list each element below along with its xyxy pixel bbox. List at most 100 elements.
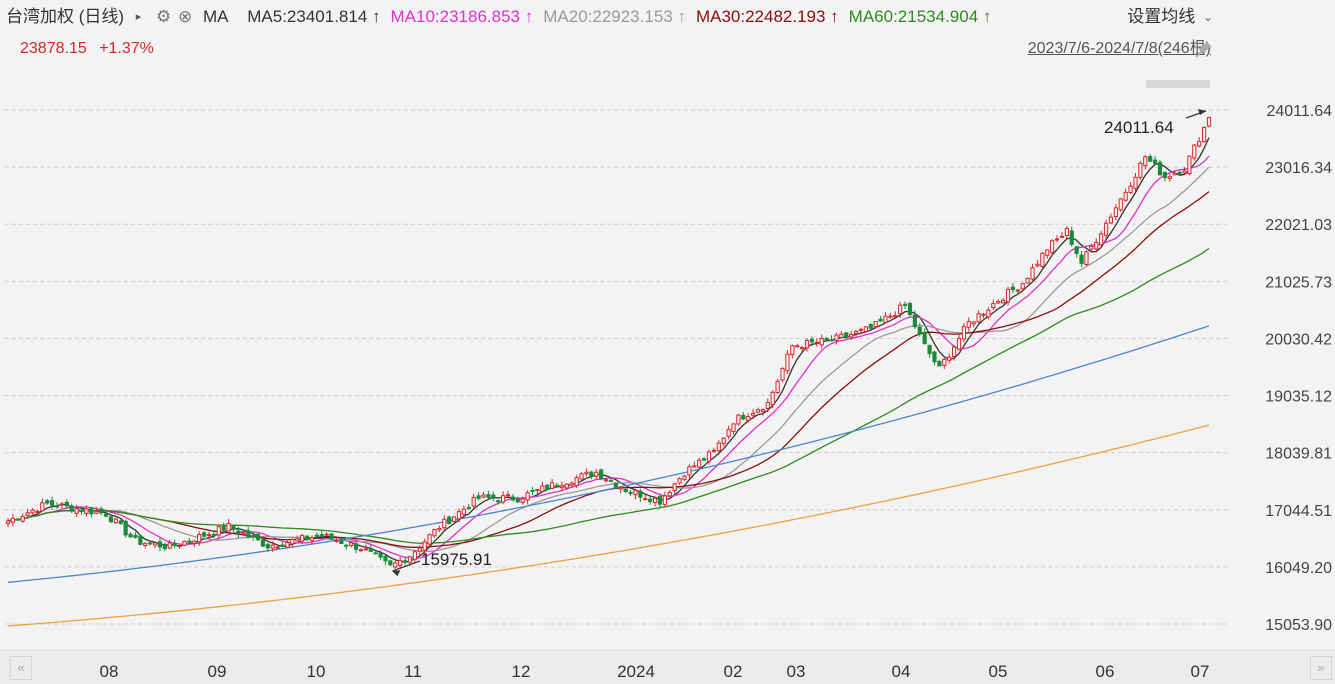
candle-body <box>1001 299 1006 304</box>
candle-body <box>711 449 716 452</box>
candle-body <box>780 368 785 381</box>
candle-body <box>59 503 65 506</box>
candle-body <box>1128 185 1133 193</box>
scroll-left-button[interactable]: « <box>10 656 32 680</box>
candle-body <box>731 423 736 433</box>
play-icon[interactable]: ▸ <box>135 10 142 23</box>
candle-body <box>103 513 109 517</box>
candle-body <box>501 495 506 503</box>
ma-legend-item: MA60:21534.904 ↑ <box>848 6 992 26</box>
candle-body <box>1084 251 1089 265</box>
candle-body <box>427 534 432 545</box>
candle-body <box>951 346 957 358</box>
candle-body <box>883 315 888 323</box>
header-bar: 台湾加权 (日线) ▸ ⚙ ⊗ MA MA5:23401.814 ↑ MA10:2… <box>6 6 1001 27</box>
chevron-down-icon: ⌄ <box>1202 9 1213 24</box>
candle-body <box>138 535 143 545</box>
candle-body <box>839 333 844 338</box>
y-tick-label: 21025.73 <box>1265 274 1332 291</box>
candle-body <box>599 469 604 480</box>
candle-body <box>510 496 516 501</box>
candle-body <box>721 437 726 444</box>
candle-body <box>804 340 810 349</box>
candle-body <box>280 544 285 547</box>
candle-body <box>697 459 702 468</box>
candle-body <box>667 492 672 497</box>
candle-body <box>74 508 79 514</box>
candle-body <box>309 537 315 541</box>
close-circle-icon[interactable]: ⊗ <box>178 6 193 26</box>
ma-line <box>7 191 1210 549</box>
candle-body <box>966 321 971 328</box>
candle-body <box>564 483 569 489</box>
y-tick-label: 18039.81 <box>1265 446 1332 463</box>
settings-ma-button[interactable]: 设置均线 ⌄ <box>1127 6 1213 27</box>
chart-title[interactable]: 台湾加权 (日线) <box>6 6 125 26</box>
candle-body <box>628 491 633 494</box>
candle-body <box>1103 222 1109 236</box>
candle-body <box>45 500 50 504</box>
candle-body <box>947 356 952 361</box>
ma-line <box>7 247 1210 544</box>
candle-body <box>99 508 104 514</box>
candle-body <box>682 475 687 480</box>
candle-body <box>496 500 501 503</box>
candle-body <box>143 542 148 546</box>
candle-body <box>716 442 721 452</box>
candle-body <box>187 540 192 543</box>
candle-body <box>128 533 133 538</box>
gear-icon[interactable]: ⚙ <box>156 6 172 26</box>
ma-label: MA <box>203 6 229 26</box>
candle-body <box>623 488 628 493</box>
candle-body <box>633 489 638 496</box>
candle-body <box>956 338 962 350</box>
y-tick-label: 20030.42 <box>1265 331 1332 348</box>
candle-body <box>1069 230 1074 245</box>
candle-body <box>221 525 226 531</box>
candle-body <box>363 548 368 551</box>
change-percent: +1.37% <box>99 40 154 57</box>
candle-body <box>574 477 579 486</box>
candle-body <box>927 344 932 355</box>
candle-body <box>1118 198 1123 211</box>
candle-body <box>334 540 339 543</box>
candle-body <box>554 484 560 487</box>
candle-body <box>648 498 653 503</box>
candle-body <box>236 530 241 535</box>
scroll-right-button[interactable]: » <box>1310 656 1332 680</box>
candle-body <box>255 533 261 541</box>
candle-body <box>1040 252 1045 267</box>
candle-body <box>687 466 692 476</box>
candle-body <box>751 412 756 416</box>
candle-body <box>814 341 819 344</box>
low-label: 15975.91 <box>421 550 492 569</box>
candle-body <box>1152 159 1158 164</box>
candle-body <box>314 534 319 537</box>
ma-line <box>7 166 1210 553</box>
pin-icon[interactable] <box>1195 40 1213 58</box>
candle-body <box>505 494 511 497</box>
candle-body <box>569 482 574 486</box>
y-tick-label: 17044.51 <box>1265 503 1332 520</box>
candle-body <box>113 518 118 524</box>
candle-body <box>692 465 697 468</box>
candle-body <box>319 534 324 537</box>
candle-body <box>603 479 609 482</box>
candle-body <box>770 391 775 406</box>
candle-body <box>765 402 770 409</box>
candle-body <box>64 501 69 507</box>
candle-body <box>197 534 202 543</box>
candle-body <box>40 502 45 512</box>
candle-body <box>50 500 55 506</box>
candle-body <box>1143 156 1148 167</box>
candle-body <box>270 544 275 549</box>
x-axis-band <box>0 650 1335 684</box>
low-pointer <box>392 560 421 572</box>
date-range[interactable]: 2023/7/6-2024/7/8(246根) <box>1027 40 1211 57</box>
candle-body <box>1030 267 1035 280</box>
last-price: 23878.15 <box>20 40 87 57</box>
candle-body <box>1094 241 1099 250</box>
x-tick-label: 02 <box>724 662 743 681</box>
candle-body <box>996 301 1001 304</box>
